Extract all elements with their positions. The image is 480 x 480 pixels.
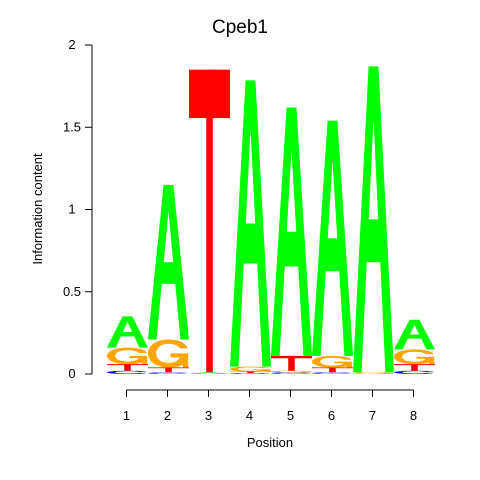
logo-letter-A-pos-7 bbox=[353, 66, 394, 373]
logo-letter-T-pos-3 bbox=[189, 69, 230, 373]
logo-letter-A-pos-5 bbox=[271, 107, 312, 356]
logo-letter-G-pos-7 bbox=[353, 372, 394, 374]
x-tick-label: 5 bbox=[287, 408, 294, 423]
y-axis-label: Information content bbox=[30, 153, 45, 265]
logo-letter-C-pos-8 bbox=[394, 370, 434, 374]
x-tick-label: 6 bbox=[328, 408, 335, 423]
logo-letter-C-pos-6 bbox=[312, 372, 352, 374]
logo-letter-G-pos-4 bbox=[230, 366, 271, 372]
logo-letter-T-pos-2 bbox=[148, 367, 189, 373]
y-tick-label: 1 bbox=[68, 202, 75, 217]
logo-letter-C-pos-5 bbox=[271, 372, 311, 374]
logo-letter-G-pos-2 bbox=[148, 339, 189, 368]
logo-letter-C-pos-1 bbox=[107, 370, 147, 374]
x-tick-label: 7 bbox=[369, 408, 376, 423]
logo-letter-A-pos-4 bbox=[230, 80, 271, 367]
x-tick-label: 4 bbox=[246, 408, 253, 423]
logo-letter-T-pos-8 bbox=[394, 364, 435, 371]
logo-letter-C-pos-2 bbox=[148, 372, 188, 374]
y-axis: 0 0.5 1 1.5 2 bbox=[63, 37, 93, 381]
logo-letter-T-pos-5 bbox=[271, 355, 312, 371]
x-axis-label: Position bbox=[247, 435, 293, 450]
logo-letter-A-pos-2 bbox=[148, 184, 189, 340]
logo-letter-A-pos-3 bbox=[189, 372, 230, 374]
logo-letter-T-pos-1 bbox=[107, 364, 148, 371]
logo-letter-G-pos-1 bbox=[107, 347, 148, 365]
x-axis: 1 2 3 4 5 6 7 8 bbox=[123, 389, 417, 423]
y-tick-label: 0.5 bbox=[63, 284, 81, 299]
logo-letter-G-pos-5 bbox=[271, 370, 312, 373]
logo-letter-G-pos-8 bbox=[394, 349, 435, 365]
chart-title: Cpeb1 bbox=[212, 17, 268, 38]
logo-letter-A-pos-8 bbox=[394, 319, 435, 350]
logo-letter-A-pos-6 bbox=[312, 120, 353, 356]
y-tick-label: 1.5 bbox=[63, 119, 81, 134]
logo-letter-G-pos-6 bbox=[312, 355, 353, 368]
logo-letter-C-pos-4 bbox=[230, 373, 270, 374]
y-tick-label: 0 bbox=[68, 366, 75, 381]
logo-letters bbox=[107, 66, 435, 374]
logo-letter-A-pos-1 bbox=[107, 316, 148, 348]
x-tick-label: 2 bbox=[164, 408, 171, 423]
y-tick-label: 2 bbox=[68, 37, 75, 52]
x-tick-label: 8 bbox=[410, 408, 417, 423]
x-tick-label: 3 bbox=[205, 408, 212, 423]
logo-letter-T-pos-6 bbox=[312, 367, 353, 373]
x-tick-label: 1 bbox=[123, 408, 130, 423]
logo-letter-T-pos-4 bbox=[230, 371, 271, 374]
